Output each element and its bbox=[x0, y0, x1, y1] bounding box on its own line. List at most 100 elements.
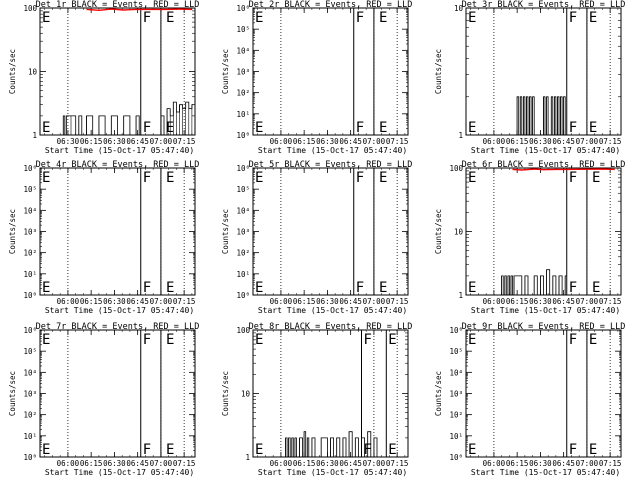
y-tick-label: 10⁶ bbox=[23, 164, 37, 173]
marker-e-bottom: E bbox=[42, 442, 50, 458]
marker-f-top: F bbox=[143, 10, 151, 26]
marker-e-bottom: E bbox=[468, 120, 476, 136]
marker-f-top: F bbox=[143, 170, 151, 186]
x-tick-label: 06:30 bbox=[103, 137, 126, 146]
x-tick-label: 06:30 bbox=[529, 137, 552, 146]
plot-title: Det 9r BLACK = Events, RED = LLD bbox=[462, 322, 626, 332]
marker-f-bottom: F bbox=[569, 442, 577, 458]
marker-e-top: E bbox=[592, 170, 600, 186]
x-tick-label: 06:30 bbox=[529, 297, 552, 306]
y-tick-label: 10⁰ bbox=[449, 453, 463, 462]
y-tick-label: 10⁵ bbox=[236, 185, 250, 194]
marker-f-bottom: F bbox=[143, 442, 151, 458]
marker-e-top: E bbox=[42, 332, 50, 348]
x-tick-label: 06:30 bbox=[316, 459, 339, 468]
plot-title: Det 6r BLACK = Events, RED = LLD bbox=[462, 160, 626, 170]
x-tick-label: 07:00 bbox=[363, 137, 386, 146]
x-tick-label: 06:45 bbox=[126, 459, 149, 468]
marker-e-top: E bbox=[468, 10, 476, 26]
x-tick-label: 06:15 bbox=[80, 459, 103, 468]
marker-e-top: E bbox=[589, 10, 597, 26]
y-tick-label: 10 bbox=[28, 68, 38, 77]
marker-f-bottom: F bbox=[569, 120, 577, 136]
x-tick-label: 07:15 bbox=[173, 297, 196, 306]
y-axis-label: Counts/sec bbox=[8, 209, 17, 254]
y-tick-label: 10⁰ bbox=[236, 291, 250, 300]
x-axis-label: Start Time (15-Oct-17 05:47:40) bbox=[471, 146, 620, 155]
y-tick-label: 10² bbox=[236, 89, 250, 98]
y-tick-label: 10³ bbox=[23, 390, 37, 399]
marker-e-top: E bbox=[255, 170, 263, 186]
y-tick-label: 10² bbox=[23, 411, 37, 420]
y-tick-label: 1 bbox=[32, 131, 37, 140]
y-tick-label: 10⁰ bbox=[236, 131, 250, 140]
detector-plot-3: Det 3r BLACK = Events, RED = LLD 1 10 Count… bbox=[434, 0, 625, 155]
marker-e-bottom: E bbox=[379, 120, 387, 136]
y-tick-label: 10⁶ bbox=[449, 326, 463, 335]
plot-title: Det 4r BLACK = Events, RED = LLD bbox=[36, 160, 200, 170]
plot-frame bbox=[252, 167, 409, 296]
marker-f-top: F bbox=[569, 170, 577, 186]
y-axis-label: Counts/sec bbox=[221, 49, 230, 94]
y-tick-label: 10⁴ bbox=[236, 206, 250, 215]
x-tick-label: 06:30 bbox=[529, 459, 552, 468]
y-tick-label: 10³ bbox=[236, 228, 250, 237]
detector-plot-9: Det 9r BLACK = Events, RED = LLD 10⁰ 10¹ 10… bbox=[434, 322, 625, 477]
y-tick-label: 1 bbox=[458, 131, 463, 140]
marker-f-bottom: F bbox=[356, 120, 364, 136]
x-tick-label: 06:00 bbox=[483, 459, 506, 468]
y-tick-label: 10⁵ bbox=[23, 347, 37, 356]
x-tick-label: 07:15 bbox=[599, 137, 622, 146]
x-tick-label: 07:15 bbox=[173, 137, 196, 146]
x-tick-label: 06:45 bbox=[552, 137, 575, 146]
lld-series bbox=[86, 8, 192, 12]
x-tick-label: 06:45 bbox=[126, 297, 149, 306]
x-tick-label: 07:00 bbox=[363, 459, 386, 468]
x-tick-label: 07:00 bbox=[150, 297, 173, 306]
marker-e-bottom: E bbox=[42, 280, 50, 296]
plot-frame bbox=[39, 167, 196, 296]
marker-e-bottom: E bbox=[166, 280, 174, 296]
marker-e-top: E bbox=[388, 332, 396, 348]
y-axis-label: Counts/sec bbox=[8, 49, 17, 94]
y-tick-label: 10⁶ bbox=[23, 326, 37, 335]
plot-title: Det 8r BLACK = Events, RED = LLD bbox=[249, 322, 413, 332]
x-tick-label: 06:30 bbox=[57, 137, 80, 146]
x-tick-label: 06:00 bbox=[57, 297, 80, 306]
y-tick-label: 10⁴ bbox=[236, 46, 250, 55]
x-tick-label: 06:00 bbox=[483, 297, 506, 306]
y-tick-label: 10 bbox=[454, 4, 464, 13]
y-axis-label: Counts/sec bbox=[434, 49, 443, 94]
events-series bbox=[284, 431, 379, 458]
detector-plot-6: Det 6r BLACK = Events, RED = LLD 1 10 100 Co… bbox=[434, 160, 625, 315]
y-tick-label: 10⁶ bbox=[236, 4, 250, 13]
marker-e-bottom: E bbox=[42, 120, 50, 136]
marker-f-top: F bbox=[364, 332, 372, 348]
plot-title: Det 3r BLACK = Events, RED = LLD bbox=[462, 0, 626, 10]
y-axis-label: Counts/sec bbox=[434, 371, 443, 416]
y-tick-label: 100 bbox=[449, 164, 463, 173]
y-tick-label: 10⁶ bbox=[236, 164, 250, 173]
y-tick-label: 10³ bbox=[23, 228, 37, 237]
marker-e-bottom: E bbox=[468, 442, 476, 458]
y-tick-label: 10¹ bbox=[236, 270, 250, 279]
plot-title: Det 2r BLACK = Events, RED = LLD bbox=[249, 0, 413, 10]
detector-plot-5: Det 5r BLACK = Events, RED = LLD 10⁰ 10¹ 10… bbox=[221, 160, 412, 315]
marker-f-bottom: F bbox=[143, 120, 151, 136]
y-tick-label: 100 bbox=[236, 326, 250, 335]
x-tick-label: 06:15 bbox=[80, 297, 103, 306]
marker-e-top: E bbox=[468, 170, 476, 186]
x-tick-label: 07:15 bbox=[599, 459, 622, 468]
marker-f-top: F bbox=[356, 170, 364, 186]
marker-f-top: F bbox=[569, 10, 577, 26]
events-series bbox=[500, 269, 567, 296]
marker-e-top: E bbox=[255, 332, 263, 348]
x-tick-label: 06:45 bbox=[552, 297, 575, 306]
x-axis-label: Start Time (15-Oct-17 05:47:40) bbox=[258, 146, 407, 155]
marker-e-top: E bbox=[166, 10, 174, 26]
y-axis-label: Counts/sec bbox=[434, 209, 443, 254]
x-tick-label: 06:30 bbox=[316, 137, 339, 146]
x-axis-label: Start Time (15-Oct-17 05:47:40) bbox=[258, 468, 407, 477]
x-axis-label: Start Time (15-Oct-17 05:47:40) bbox=[45, 146, 194, 155]
